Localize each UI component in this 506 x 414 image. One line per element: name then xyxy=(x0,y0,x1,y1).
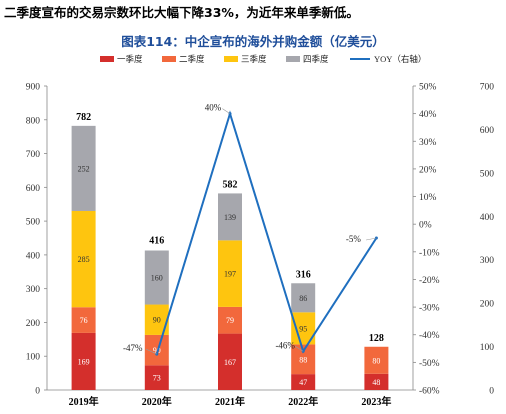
headline: 二季度宣布的交易宗数环比大幅下降33%，为近年来单季新低。 xyxy=(4,5,359,20)
x-tick-label: 2022年 xyxy=(288,395,318,408)
right-tick-label: 0% xyxy=(419,221,432,231)
x-tick-label: 2023年 xyxy=(361,395,391,408)
yoy-label: -47% xyxy=(123,343,143,353)
data-label: 88 xyxy=(299,355,307,364)
legend-label-2: 二季度 xyxy=(179,54,205,64)
left-tick-label: 300 xyxy=(26,285,41,295)
legend-label-1: 一季度 xyxy=(117,54,143,64)
data-label: 86 xyxy=(299,294,307,303)
yoy-label: -46% xyxy=(275,340,295,350)
data-label: 160 xyxy=(151,274,163,283)
yoy-leader-line xyxy=(222,108,231,114)
bar-segment xyxy=(144,250,169,305)
left-tick-label: 900 xyxy=(26,83,41,93)
total-label: 782 xyxy=(76,112,91,123)
legend-label-4: 四季度 xyxy=(303,54,329,64)
data-label: 252 xyxy=(78,164,90,173)
right-tick-label: -20% xyxy=(419,276,440,286)
x-tick-label: 2019年 xyxy=(69,395,99,408)
right-tick-label: 10% xyxy=(419,193,437,203)
left-tick-label: 0 xyxy=(35,387,40,397)
data-label: 47 xyxy=(299,378,307,387)
left-tick-label: 700 xyxy=(26,150,41,160)
data-label: 167 xyxy=(224,358,236,367)
yoy-leader-line xyxy=(294,346,304,352)
left-tick-label: 100 xyxy=(26,353,41,363)
data-label: 76 xyxy=(80,316,88,325)
right-tick-label: -40% xyxy=(419,331,440,341)
data-label: 48 xyxy=(372,378,380,387)
right-tick-label: -60% xyxy=(419,387,440,397)
far-right-tick-label: 200 xyxy=(480,300,495,310)
data-label: 73 xyxy=(153,374,161,383)
yoy-line xyxy=(155,110,378,355)
left-tick-label: 400 xyxy=(26,251,41,261)
legend: 一季度 二季度 三季度 四季度 YOY（右轴） xyxy=(100,54,426,64)
right-tick-label: -30% xyxy=(419,304,440,314)
bars: 1697628525278273909016041616779197139582… xyxy=(71,112,389,390)
bar-segment xyxy=(71,307,96,333)
data-label: 90 xyxy=(153,316,161,325)
data-label: 197 xyxy=(224,270,236,279)
legend-swatch-1 xyxy=(100,56,114,62)
left-tick-label: 800 xyxy=(26,116,41,126)
bar-segment xyxy=(218,306,242,334)
legend-swatch-3 xyxy=(224,56,238,62)
left-tick-label: 500 xyxy=(26,218,41,228)
far-right-tick-label: 100 xyxy=(480,343,495,353)
legend-swatch-4 xyxy=(286,56,300,62)
yoy-label: -5% xyxy=(346,234,361,244)
total-label: 128 xyxy=(369,333,384,344)
yoy-series: -47% 40% -46% -5% xyxy=(123,103,378,356)
total-label: 582 xyxy=(223,179,238,190)
data-label: 169 xyxy=(78,357,90,366)
chart-title: 图表114：中企宣布的海外并购金额（亿美元） xyxy=(121,34,385,49)
bar-segment xyxy=(218,240,242,307)
data-label: 80 xyxy=(372,356,380,365)
far-right-tick-label: 700 xyxy=(480,83,495,93)
x-tick-label: 2020年 xyxy=(142,395,172,408)
right-tick-label: 30% xyxy=(419,138,437,148)
right-tick-label: 40% xyxy=(419,110,437,120)
right-tick-label: -10% xyxy=(419,248,440,258)
bar-segment xyxy=(71,125,96,211)
bar-segment xyxy=(218,193,242,241)
right-tick-label: 20% xyxy=(419,165,437,175)
data-label: 139 xyxy=(224,213,236,222)
data-label: 285 xyxy=(78,255,90,264)
bar-segment xyxy=(291,283,316,313)
x-tick-label: 2021年 xyxy=(215,395,245,408)
far-right-tick-label: 400 xyxy=(480,213,495,223)
far-right-tick-label: 600 xyxy=(480,126,495,136)
bar-segment xyxy=(71,332,96,390)
far-right-tick-label: 300 xyxy=(480,256,495,266)
legend-label-3: 三季度 xyxy=(241,54,267,64)
yoy-label: 40% xyxy=(205,103,222,113)
legend-swatch-2 xyxy=(162,56,176,62)
data-label: 79 xyxy=(226,316,234,325)
bar-segment xyxy=(364,346,389,374)
bar-segment xyxy=(218,333,242,390)
left-tick-label: 200 xyxy=(26,319,41,329)
data-label: 95 xyxy=(299,324,307,333)
yoy-leader-line xyxy=(365,237,377,241)
bar-segment xyxy=(144,365,169,390)
legend-label-yoy: YOY（右轴） xyxy=(374,54,426,64)
bar-segment xyxy=(364,373,389,390)
bar-segment xyxy=(291,374,316,390)
yoy-leader-line xyxy=(145,348,157,355)
left-tick-label: 600 xyxy=(26,184,41,194)
bar-segment xyxy=(71,210,96,308)
axes: 0100200300400500600700800900-60%-50%-40%… xyxy=(26,83,495,409)
right-tick-label: -50% xyxy=(419,359,440,369)
total-label: 416 xyxy=(149,235,164,246)
right-tick-label: 50% xyxy=(419,83,437,93)
far-right-tick-label: 0 xyxy=(489,387,494,397)
total-label: 316 xyxy=(296,269,311,280)
far-right-tick-label: 500 xyxy=(480,169,495,179)
